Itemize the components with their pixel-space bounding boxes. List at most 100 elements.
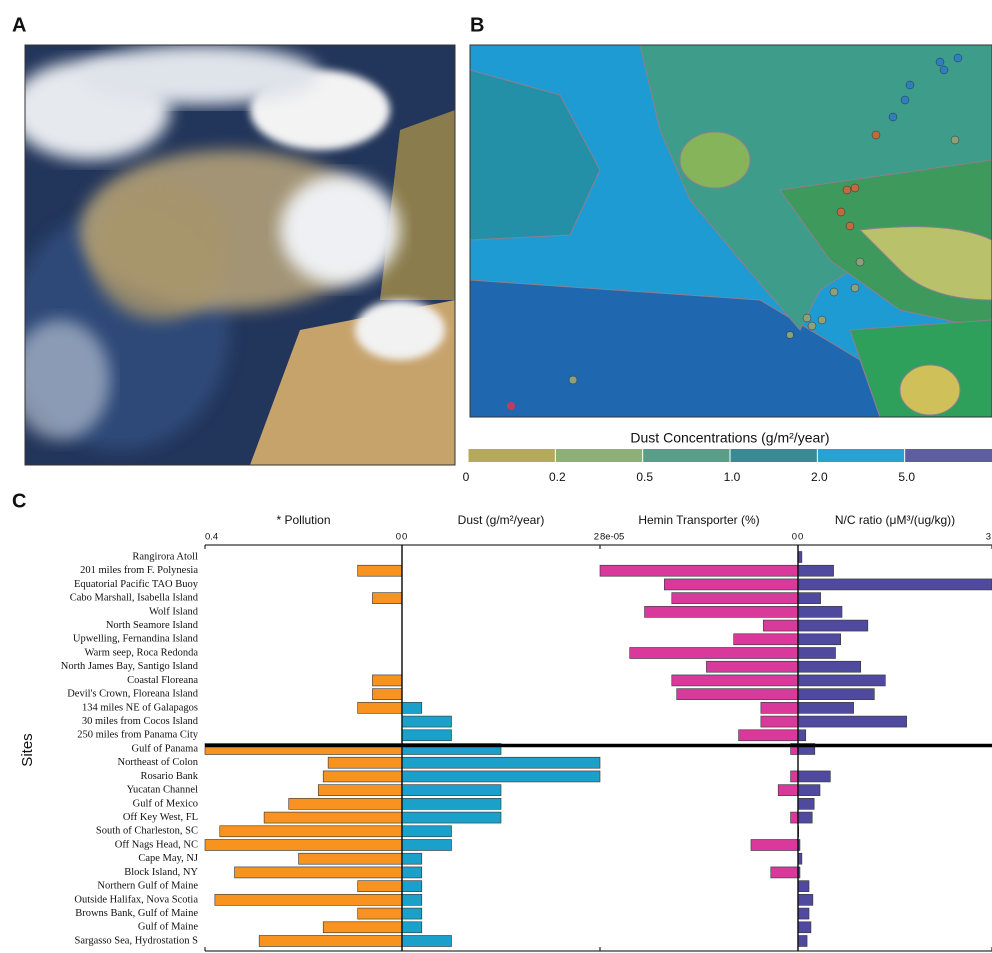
colorbar-segment: [817, 449, 904, 462]
bar: [798, 648, 836, 659]
x-tick-label: 2: [594, 532, 599, 543]
site-label: North James Bay, Santigo Island: [61, 661, 199, 672]
bar: [358, 908, 402, 919]
bar: [798, 689, 874, 700]
x-tick-label: 0: [798, 532, 803, 543]
bar: [734, 634, 798, 645]
y-axis-label: Sites: [19, 733, 36, 766]
site-label: Rosario Bank: [141, 771, 199, 782]
site-label: Northeast of Colon: [118, 757, 199, 768]
bar: [402, 936, 452, 947]
bar: [372, 689, 402, 700]
bar: [664, 579, 798, 590]
site-label: Warm seep, Roca Redonda: [85, 647, 199, 658]
bar: [706, 661, 798, 672]
colorbar-tick-label: 5.0: [898, 470, 915, 484]
bar: [402, 881, 422, 892]
bar: [323, 922, 402, 933]
bar: [798, 606, 842, 617]
site-label: Northern Gulf of Maine: [97, 881, 198, 892]
bar: [259, 936, 402, 947]
bar: [328, 757, 402, 768]
panel-title: Hemin Transporter (%): [638, 513, 759, 527]
site-label: North Seamore Island: [106, 620, 199, 631]
colorbar-tick-label: 0.5: [636, 470, 653, 484]
colorbar-segment: [468, 449, 555, 462]
bar: [798, 579, 992, 590]
site-label: Block Island, NY: [124, 867, 198, 878]
bar: [264, 812, 402, 823]
site-label: Devil's Crown, Floreana Island: [67, 689, 199, 700]
bar: [402, 730, 452, 741]
x-tick-label: 0: [792, 532, 797, 543]
bar: [372, 675, 402, 686]
bar: [600, 565, 798, 576]
bar: [798, 675, 885, 686]
site-label: Gulf of Mexico: [133, 798, 198, 809]
panel-label: B: [470, 14, 484, 36]
colorbar: 0 0.2 0.5 1.0 2.0 5.0: [463, 449, 992, 484]
bar: [798, 716, 907, 727]
bar: [798, 908, 809, 919]
bar: [798, 881, 809, 892]
bar: [402, 840, 452, 851]
x-tick-label: 0: [396, 532, 401, 543]
bar: [763, 620, 798, 631]
bar: [761, 702, 798, 713]
bar: [402, 798, 501, 809]
colorbar-tick-label: 1.0: [724, 470, 741, 484]
bar: [798, 812, 812, 823]
bar: [402, 785, 501, 796]
bar: [402, 867, 422, 878]
bar: [798, 620, 868, 631]
bar: [402, 922, 422, 933]
bar: [778, 785, 798, 796]
colorbar-segment: [905, 449, 992, 462]
site-label: 201 miles from F. Polynesia: [80, 565, 198, 576]
bar: [289, 798, 402, 809]
bar: [318, 785, 402, 796]
bar: [798, 936, 807, 947]
bar: [235, 867, 402, 878]
satellite-image: [10, 45, 455, 465]
bar: [215, 894, 402, 905]
site-label: 30 miles from Cocos Island: [82, 716, 199, 727]
bar: [402, 812, 501, 823]
x-tick-label: 0.4: [205, 532, 218, 543]
site-label: Yucatan Channel: [127, 785, 199, 796]
bar: [798, 894, 813, 905]
bar: [372, 593, 402, 604]
bar: [798, 593, 821, 604]
bar: [358, 565, 402, 576]
colorbar-title: Dust Concentrations (g/m²/year): [630, 430, 829, 446]
bar: [739, 730, 798, 741]
bar: [798, 565, 834, 576]
bar: [402, 771, 600, 782]
bar: [402, 908, 422, 919]
bar: [798, 634, 841, 645]
panel-label: A: [12, 14, 26, 36]
bar: [672, 675, 798, 686]
site-label: Off Nags Head, NC: [115, 839, 198, 850]
site-label: 250 miles from Panama City: [77, 730, 198, 741]
site-label: 134 miles NE of Galapagos: [82, 702, 198, 713]
site-label: Cabo Marshall, Isabella Island: [70, 593, 199, 604]
x-tick-label: 0: [402, 532, 407, 543]
bar: [402, 757, 600, 768]
site-label: Wolf Island: [149, 606, 199, 617]
x-tick-label: 8e-05: [600, 532, 624, 543]
site-label: Coastal Floreana: [127, 675, 198, 686]
bar: [798, 702, 854, 713]
colorbar-tick-label: 0: [463, 470, 470, 484]
site-label: Sargasso Sea, Hydrostation S: [75, 935, 199, 946]
bar: [791, 771, 798, 782]
bar: [645, 606, 798, 617]
bar: [798, 771, 830, 782]
colorbar-tick-label: 2.0: [811, 470, 828, 484]
site-label: Gulf of Maine: [138, 922, 198, 933]
colorbar-tick-label: 0.2: [549, 470, 566, 484]
colorbar-segment: [730, 449, 817, 462]
bar: [358, 702, 402, 713]
bar: [677, 689, 798, 700]
